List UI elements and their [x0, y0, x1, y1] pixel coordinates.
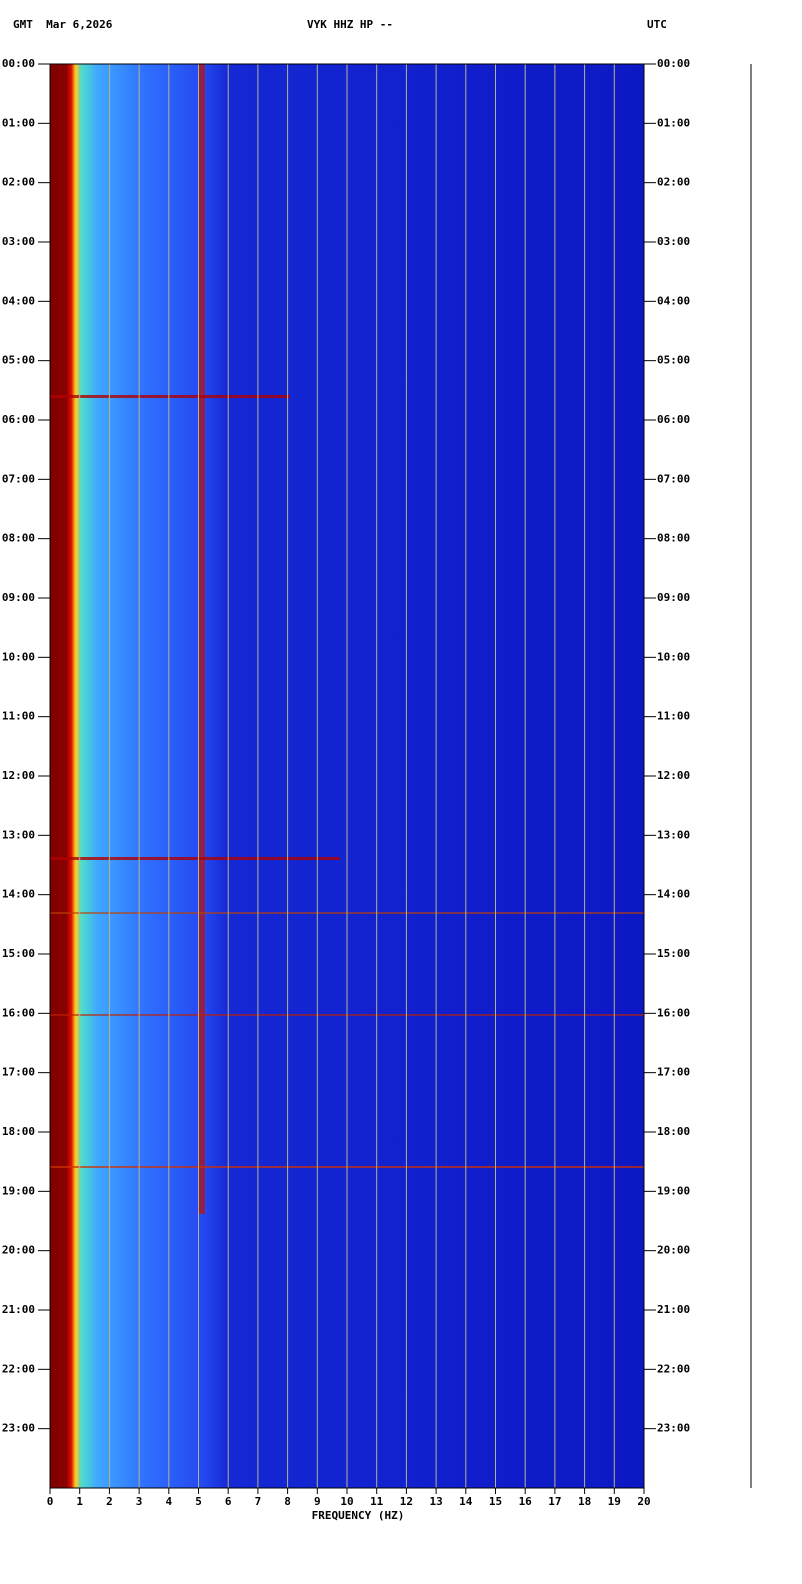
x-tick-label: 20 [637, 1495, 650, 1508]
y-tick-label: 15:00 [657, 947, 690, 960]
y-tick-label: 18:00 [657, 1125, 690, 1138]
x-tick-label: 5 [195, 1495, 202, 1508]
y-tick-label: 02:00 [657, 176, 690, 189]
y-tick-label: 21:00 [2, 1303, 35, 1316]
y-tick-label: 19:00 [657, 1184, 690, 1197]
y-tick-label: 07:00 [2, 472, 35, 485]
y-tick-label: 14:00 [657, 888, 690, 901]
y-tick-label: 14:00 [2, 888, 35, 901]
y-tick-label: 10:00 [657, 650, 690, 663]
y-tick-label: 03:00 [2, 235, 35, 248]
x-tick-label: 18 [578, 1495, 591, 1508]
y-tick-label: 17:00 [657, 1066, 690, 1079]
y-tick-label: 06:00 [2, 413, 35, 426]
x-tick-label: 0 [47, 1495, 54, 1508]
y-tick-label: 11:00 [2, 710, 35, 723]
y-tick-label: 05:00 [2, 354, 35, 367]
y-tick-label: 08:00 [657, 532, 690, 545]
y-tick-label: 12:00 [657, 769, 690, 782]
y-tick-label: 23:00 [2, 1422, 35, 1435]
y-tick-label: 03:00 [657, 235, 690, 248]
y-tick-label: 13:00 [2, 828, 35, 841]
y-tick-label: 00:00 [2, 57, 35, 70]
y-tick-label: 20:00 [2, 1244, 35, 1257]
plot-frame [49, 63, 645, 1489]
x-tick-label: 3 [136, 1495, 143, 1508]
y-tick-label: 05:00 [657, 354, 690, 367]
y-tick-label: 09:00 [2, 591, 35, 604]
header-right: UTC [647, 18, 667, 31]
y-tick-label: 17:00 [2, 1066, 35, 1079]
x-tick-label: 7 [255, 1495, 262, 1508]
event-streak [50, 857, 340, 860]
header-center: VYK HHZ HP -- [307, 18, 393, 31]
x-tick-label: 13 [429, 1495, 442, 1508]
event-streak [50, 395, 290, 398]
x-tick-label: 11 [370, 1495, 384, 1508]
x-tick-label: 4 [165, 1495, 172, 1508]
y-tick-label: 22:00 [2, 1362, 35, 1375]
x-tick-label: 16 [519, 1495, 533, 1508]
y-tick-label: 19:00 [2, 1184, 35, 1197]
spectral-line [199, 64, 205, 1214]
y-tick-label: 01:00 [657, 116, 690, 129]
x-axis-label: FREQUENCY (HZ) [312, 1509, 405, 1522]
y-tick-label: 04:00 [2, 294, 35, 307]
y-tick-label: 20:00 [657, 1244, 690, 1257]
x-tick-label: 10 [340, 1495, 353, 1508]
header-left: GMT Mar 6,2026 [13, 18, 113, 31]
y-tick-label: 08:00 [2, 532, 35, 545]
y-tick-label: 16:00 [2, 1006, 35, 1019]
x-tick-label: 8 [284, 1495, 291, 1508]
y-tick-label: 00:00 [657, 57, 690, 70]
y-tick-label: 13:00 [657, 828, 690, 841]
y-tick-label: 12:00 [2, 769, 35, 782]
y-tick-label: 22:00 [657, 1362, 690, 1375]
y-tick-label: 06:00 [657, 413, 690, 426]
y-tick-label: 02:00 [2, 176, 35, 189]
x-tick-label: 9 [314, 1495, 321, 1508]
y-tick-label: 23:00 [657, 1422, 690, 1435]
x-tick-label: 17 [548, 1495, 561, 1508]
y-tick-label: 11:00 [657, 710, 690, 723]
x-tick-label: 15 [489, 1495, 502, 1508]
y-tick-label: 16:00 [657, 1006, 690, 1019]
x-tick-label: 12 [400, 1495, 413, 1508]
x-tick-label: 14 [459, 1495, 473, 1508]
y-tick-label: 15:00 [2, 947, 35, 960]
x-tick-label: 19 [608, 1495, 621, 1508]
x-tick-label: 1 [76, 1495, 83, 1508]
y-tick-label: 09:00 [657, 591, 690, 604]
x-tick-label: 2 [106, 1495, 113, 1508]
y-tick-label: 01:00 [2, 116, 35, 129]
y-tick-label: 21:00 [657, 1303, 690, 1316]
x-tick-label: 6 [225, 1495, 232, 1508]
y-tick-label: 10:00 [2, 650, 35, 663]
y-tick-label: 07:00 [657, 472, 690, 485]
y-tick-label: 04:00 [657, 294, 690, 307]
y-tick-label: 18:00 [2, 1125, 35, 1138]
